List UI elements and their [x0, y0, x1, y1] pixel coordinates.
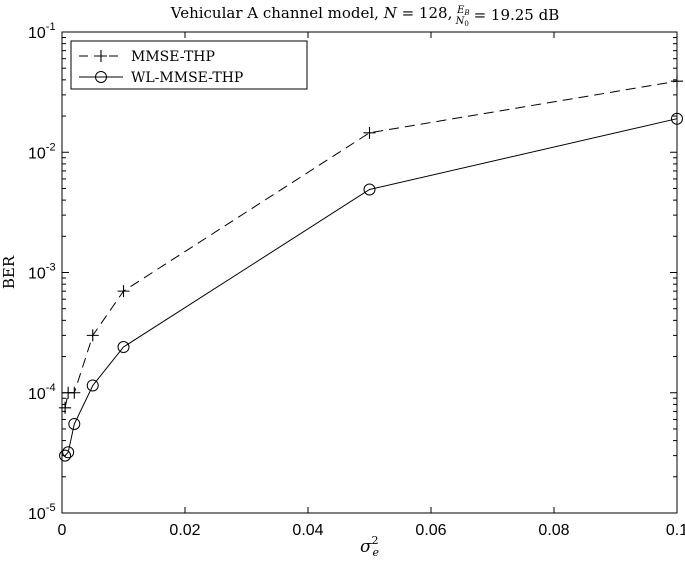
data-point	[363, 183, 376, 196]
x-tick-label: 0	[58, 522, 67, 539]
series-line	[64, 80, 678, 408]
data-point	[68, 417, 81, 430]
data-point	[86, 379, 99, 392]
chart-title: Vehicular A channel model, N = 128, EB N0…	[170, 4, 560, 28]
legend-entry: WL-MMSE-THP	[79, 70, 243, 86]
data-point	[86, 329, 99, 342]
x-tick-label: 0.02	[169, 522, 200, 539]
legend-marker	[95, 50, 107, 62]
x-tick-label: 0.04	[292, 522, 323, 539]
legend: MMSE-THP WL-MMSE-THP	[70, 40, 308, 90]
series-mmse-thp	[59, 75, 683, 414]
data-point	[363, 126, 376, 139]
legend-box	[70, 40, 308, 90]
legend-entry: MMSE-THP	[79, 49, 215, 65]
plot-frame	[61, 31, 678, 514]
x-tick-label: 0.1	[666, 522, 685, 539]
y-tick-label: 10-5	[28, 502, 56, 523]
data-point	[117, 285, 130, 298]
x-axis-label: σ2 e	[360, 534, 380, 559]
y-tick-label: 10-4	[28, 382, 56, 403]
x-tick-label: 0.08	[538, 522, 569, 539]
data-point	[68, 386, 81, 399]
y-tick-label: 10-1	[28, 21, 56, 42]
legend-label: MMSE-THP	[131, 49, 215, 65]
y-axis-label: BER	[0, 255, 18, 289]
data-point	[62, 446, 75, 459]
data-point	[59, 401, 72, 414]
data-point	[59, 449, 72, 462]
data-point	[117, 341, 130, 354]
series-wl-mmse-thp	[59, 112, 683, 462]
series-layer	[59, 75, 683, 462]
legend-marker	[95, 71, 107, 83]
series-line	[64, 118, 678, 456]
axis-ticks: 0 0.02 0.04 0.06 0.08 0.1 10-5 10-4 10-3 10-2 10-1	[28, 21, 685, 539]
x-tick-label: 0.06	[415, 522, 446, 539]
y-tick-label: 10-2	[28, 141, 56, 162]
legend-label: WL-MMSE-THP	[131, 70, 243, 86]
y-tick-label: 10-3	[28, 262, 56, 283]
